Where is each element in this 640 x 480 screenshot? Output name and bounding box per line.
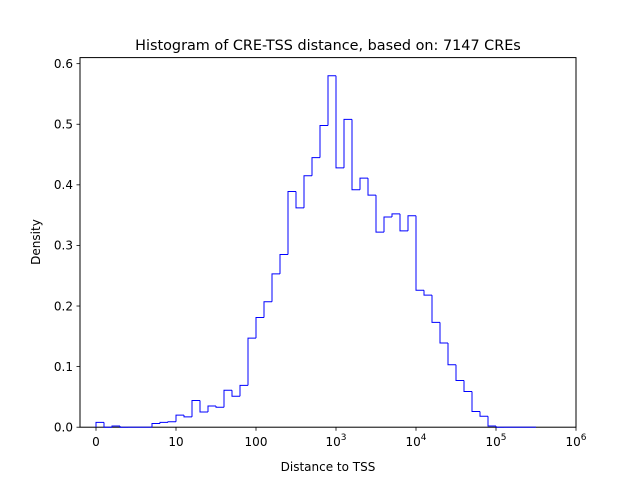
- y-tick-label: 0.4: [54, 178, 73, 192]
- y-axis-ticks: 0.0 0.1 0.2 0.3 0.4 0.5 0.6: [54, 57, 80, 435]
- y-axis-label: Density: [29, 219, 43, 265]
- histogram-bin: [271, 273, 280, 302]
- histogram-bin: [343, 118, 352, 168]
- histogram-bin: [175, 414, 184, 422]
- y-tick-label: 0.5: [54, 118, 73, 132]
- y-tick-label: 0.1: [54, 360, 73, 374]
- histogram-bin: [207, 405, 216, 413]
- histogram-bin: [151, 423, 160, 428]
- histogram-bin: [311, 157, 320, 176]
- histogram-bin: [223, 389, 232, 408]
- histogram-bin: [111, 425, 120, 428]
- y-tick-label: 0.0: [54, 421, 73, 435]
- histogram-bin: [463, 380, 472, 392]
- histogram-bin: [303, 175, 312, 208]
- chart-title: Histogram of CRE-TSS distance, based on:…: [135, 38, 521, 54]
- y-tick-label: 0.3: [54, 239, 73, 253]
- histogram-bin: [423, 290, 432, 296]
- histogram-bin: [319, 124, 328, 158]
- histogram-bin: [167, 421, 176, 423]
- histogram-bin: [495, 425, 504, 428]
- x-axis-label: Distance to TSS: [281, 460, 376, 474]
- x-tick-label: 105: [485, 433, 506, 449]
- y-tick-label: 0.6: [54, 57, 73, 71]
- y-tick-label: 0.2: [54, 299, 73, 313]
- x-tick-label: 100: [245, 435, 268, 449]
- histogram-bin: [215, 405, 224, 408]
- histogram-bin: [407, 215, 416, 231]
- histogram-bin: [471, 391, 480, 412]
- histogram-bin: [279, 254, 288, 274]
- histogram-bin: [351, 119, 360, 191]
- x-tick-label: 103: [325, 433, 346, 449]
- histogram-bin: [367, 178, 376, 196]
- histogram-bin: [103, 422, 112, 428]
- histogram-bin: [335, 75, 344, 169]
- histogram-bin: [295, 191, 304, 209]
- histogram-bin: [479, 411, 488, 417]
- histogram-bin: [255, 317, 264, 339]
- histogram-bin: [159, 421, 168, 424]
- histogram-bin: [231, 390, 240, 397]
- histogram-bin: [95, 421, 104, 428]
- histogram-bin: [439, 322, 448, 344]
- x-axis-ticks: 0 10 100 103 104 105 106: [92, 427, 587, 449]
- x-tick-label: 10: [168, 435, 183, 449]
- x-tick-label: 106: [565, 433, 586, 449]
- histogram-bin: [399, 213, 408, 232]
- histogram-bin: [183, 415, 192, 418]
- histogram-bin: [287, 191, 296, 255]
- histogram-layer: [95, 75, 536, 428]
- histogram-bin: [263, 301, 272, 318]
- histogram-bin: [359, 177, 368, 190]
- histogram-bin: [191, 400, 200, 417]
- histogram-bin: [375, 195, 384, 233]
- histogram-bin: [415, 215, 424, 291]
- histogram-bin: [119, 425, 128, 428]
- histogram-bin: [431, 295, 440, 323]
- histogram-bin: [487, 416, 496, 427]
- x-tick-label: 0: [92, 435, 100, 449]
- histogram-bin: [455, 364, 464, 382]
- plot-frame: [79, 57, 577, 428]
- x-tick-label: 104: [405, 433, 426, 449]
- histogram-bin: [391, 213, 400, 217]
- histogram-bin: [447, 342, 456, 366]
- histogram-bin: [199, 400, 208, 413]
- histogram-bin: [383, 216, 392, 233]
- histogram-bin: [327, 75, 336, 126]
- histogram-bin: [247, 337, 256, 386]
- histogram-bin: [239, 384, 248, 397]
